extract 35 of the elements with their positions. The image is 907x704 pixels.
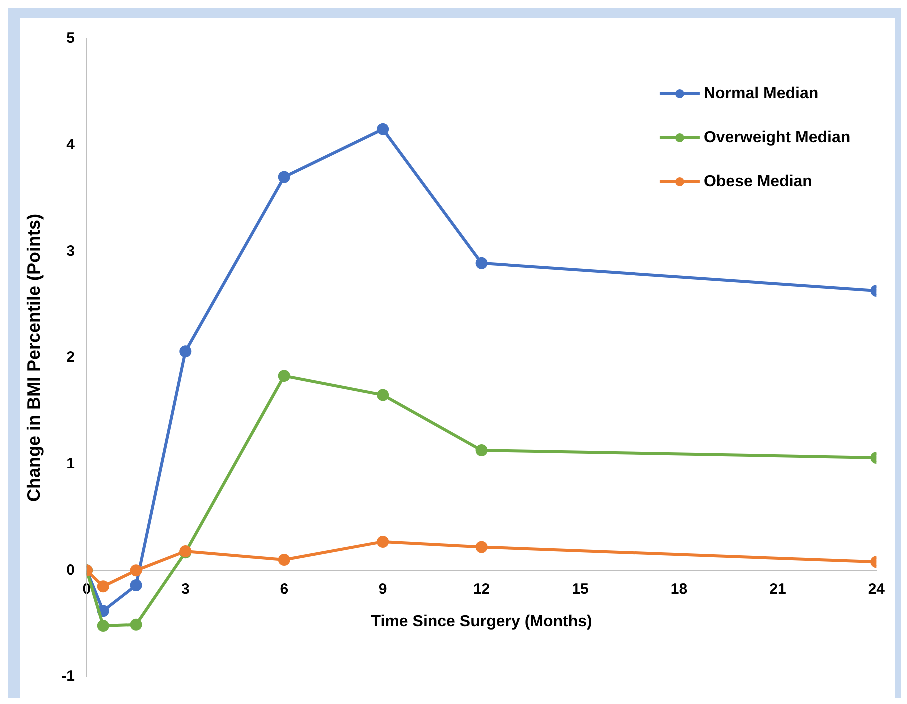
y-tick-label: -1 — [62, 668, 75, 686]
point — [377, 389, 390, 402]
x-axis-title: Time Since Surgery (Months) — [371, 614, 592, 631]
x-tick-label: 21 — [770, 580, 786, 598]
point — [278, 554, 290, 566]
point — [278, 370, 290, 382]
x-tick-label: 6 — [280, 580, 289, 598]
point — [377, 123, 390, 136]
point — [97, 580, 110, 593]
x-tick-label: 12 — [473, 580, 490, 598]
x-tick-label: 18 — [670, 580, 688, 598]
point — [130, 564, 142, 577]
legend-label: Normal Median — [704, 85, 819, 102]
x-tick-label: 15 — [572, 580, 589, 598]
y-tick-label: 3 — [66, 242, 75, 260]
y-tick-label: 1 — [66, 455, 75, 472]
point — [130, 618, 142, 631]
point — [278, 171, 290, 184]
point — [97, 620, 110, 632]
point — [377, 536, 390, 548]
point — [476, 257, 488, 270]
x-tick-label: 9 — [378, 580, 388, 598]
point — [130, 580, 142, 592]
legend-label: Obese Median — [704, 173, 812, 190]
x-tick-label: 3 — [181, 580, 190, 598]
point — [180, 346, 192, 358]
y-tick-label: 5 — [66, 30, 75, 48]
y-tick-label: 4 — [66, 136, 76, 154]
legend-label: Overweight Median — [704, 129, 851, 146]
x-tick-label: 24 — [868, 580, 886, 598]
point — [476, 541, 488, 554]
point — [476, 444, 488, 457]
y-axis-title: Change in BMI Percentile (Points) — [24, 214, 44, 502]
y-tick-label: 0 — [66, 562, 75, 579]
y-tick-label: 2 — [66, 349, 75, 366]
